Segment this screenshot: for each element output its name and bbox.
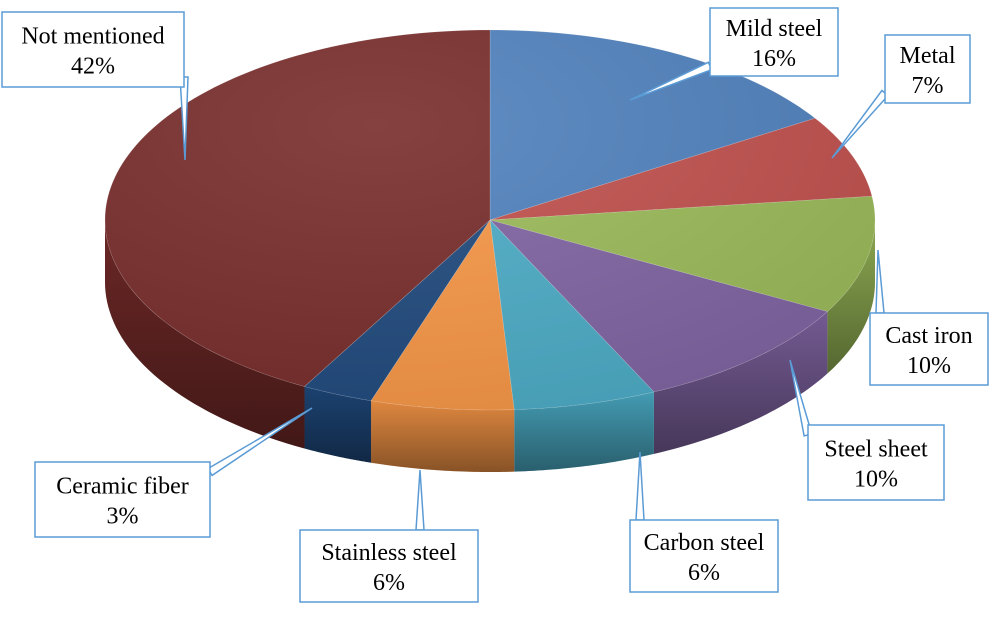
callout-label-carbon-steel: Carbon steel bbox=[644, 530, 765, 556]
callout-value-ceramic-fiber: 3% bbox=[107, 504, 139, 530]
callout-value-stainless-steel: 6% bbox=[373, 570, 405, 596]
callout-label-stainless-steel: Stainless steel bbox=[321, 540, 457, 566]
callout-label-ceramic-fiber: Ceramic fiber bbox=[56, 474, 189, 500]
callout-pointer-metal bbox=[831, 89, 890, 159]
callout-label-mild-steel: Mild steel bbox=[726, 16, 823, 42]
side-wall-shade-stainless-steel bbox=[371, 400, 515, 472]
callout-value-cast-iron: 10% bbox=[907, 353, 951, 379]
callout-box-mild-steel bbox=[709, 7, 839, 77]
side-wall-shade-cast-iron bbox=[827, 220, 875, 374]
side-wall-shade-not-mentioned bbox=[105, 220, 305, 449]
callout-box-not-mentioned bbox=[1, 11, 185, 88]
side-wall-shade-carbon-steel bbox=[514, 391, 654, 472]
pie-sides bbox=[105, 220, 875, 472]
callout-pointer-cast-iron bbox=[875, 249, 885, 314]
callout-label-cast-iron: Cast iron bbox=[885, 323, 972, 349]
callout-label-not-mentioned: Not mentioned bbox=[21, 24, 164, 50]
pie-top-sheen bbox=[105, 30, 875, 410]
callout-value-carbon-steel: 6% bbox=[688, 560, 720, 586]
callout-box-steel-sheet bbox=[807, 424, 945, 501]
side-wall-shade-steel-sheet bbox=[653, 311, 828, 454]
side-wall-shade-ceramic-fiber bbox=[304, 386, 372, 463]
callout-box-ceramic-fiber bbox=[34, 461, 211, 538]
callout-value-mild-steel: 16% bbox=[752, 46, 796, 72]
callout-value-not-mentioned: 42% bbox=[71, 54, 115, 80]
callout-box-metal bbox=[884, 34, 971, 104]
callout-box-cast-iron bbox=[869, 312, 989, 386]
callout-labels: Mild steel 16% Metal 7% Cast iron 10% Steel sh… bbox=[1, 7, 989, 603]
callout-box-stainless-steel bbox=[299, 529, 479, 603]
callout-value-steel-sheet: 10% bbox=[854, 467, 898, 493]
callout-label-metal: Metal bbox=[900, 43, 956, 69]
pie-top bbox=[104, 29, 876, 411]
callout-value-metal: 7% bbox=[912, 73, 944, 99]
callout-pointer-stainless-steel bbox=[415, 469, 425, 531]
callout-pointer-carbon-steel bbox=[635, 451, 645, 521]
callout-box-carbon-steel bbox=[629, 519, 779, 593]
callout-label-steel-sheet: Steel sheet bbox=[824, 437, 928, 463]
